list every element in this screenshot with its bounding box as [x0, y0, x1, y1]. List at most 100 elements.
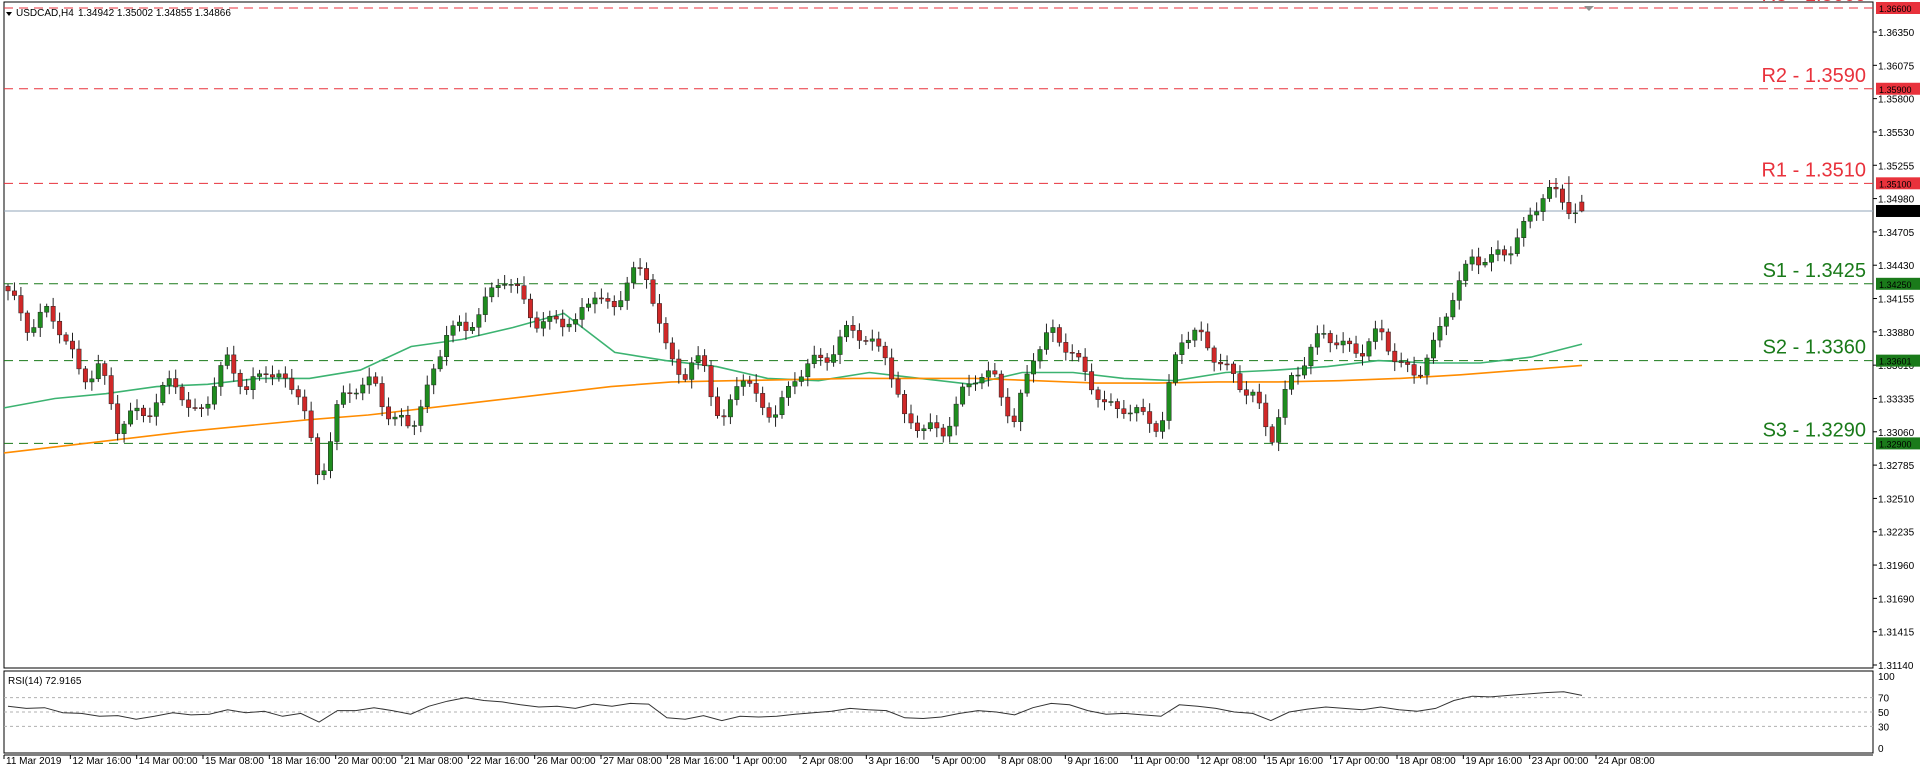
level-label-s2: S2 - 1.3360	[1763, 337, 1866, 359]
candle-bullish	[476, 314, 482, 328]
time-tick-label: 18 Mar 16:00	[271, 756, 330, 767]
candle-bullish	[953, 403, 959, 427]
level-price-tag-s1	[1876, 277, 1920, 290]
price-tick-label: 1.34155	[1878, 295, 1915, 306]
level-price-tag-r3	[1876, 2, 1920, 14]
level-price-tag-r2	[1876, 82, 1920, 95]
level-price-tag-text: 1.35900	[1879, 85, 1912, 95]
candle-bearish	[141, 407, 146, 417]
candle-bullish	[727, 399, 733, 418]
candle-bearish	[650, 279, 656, 304]
time-tick-label: 9 Apr 16:00	[1067, 756, 1119, 767]
level-price-tag-r1	[1876, 177, 1920, 190]
candle-bullish	[927, 422, 933, 429]
candle-bearish	[1398, 361, 1404, 363]
candle-bearish	[876, 338, 882, 347]
candle-bearish	[1198, 329, 1204, 333]
candle-bearish	[850, 325, 856, 331]
candle-bearish	[295, 389, 301, 398]
candle-bearish	[302, 396, 308, 412]
candle-bearish	[147, 415, 153, 418]
candle-bullish	[844, 325, 849, 338]
candle-bullish	[321, 470, 327, 476]
price-tick-label: 1.33335	[1878, 394, 1915, 405]
candle-bullish	[792, 381, 798, 387]
candle-bullish	[1031, 360, 1036, 375]
rsi-tick-label: 100	[1878, 672, 1895, 683]
time-tick-label: 20 Mar 00:00	[338, 756, 397, 767]
candle-bearish	[102, 363, 108, 376]
symbol-dropdown-icon[interactable]	[6, 12, 12, 16]
candle-bearish	[70, 340, 75, 350]
time-tick-label: 1 Apr 00:00	[736, 756, 788, 767]
price-tick-label: 1.32235	[1878, 528, 1915, 539]
candle-bullish	[424, 384, 430, 407]
candle-bearish	[669, 342, 675, 360]
level-label-s1: S1 - 1.3425	[1763, 260, 1866, 282]
candle-bullish	[1276, 417, 1282, 443]
level-price-tag-text: 1.32900	[1879, 439, 1912, 449]
candle-bearish	[1360, 353, 1365, 357]
candle-bullish	[837, 336, 843, 355]
level-price-tag-s2	[1876, 354, 1920, 367]
candle-bearish	[1256, 391, 1262, 404]
candle-bearish	[818, 354, 824, 358]
candle-bullish	[1134, 407, 1140, 414]
candle-bearish	[702, 355, 708, 366]
candle-bullish	[224, 354, 230, 366]
candle-bearish	[179, 386, 185, 401]
candle-bearish	[1353, 343, 1359, 354]
candle-bearish	[1056, 327, 1062, 343]
time-tick-label: 23 Apr 00:00	[1532, 756, 1589, 767]
candle-bullish	[566, 323, 572, 328]
rsi-tick-label: 0	[1878, 744, 1884, 755]
rsi-tick-label: 30	[1878, 722, 1890, 733]
candle-bearish	[1334, 342, 1340, 346]
candle-bearish	[1089, 371, 1095, 391]
candle-bullish	[1508, 253, 1514, 256]
candle-bullish	[573, 319, 579, 325]
candle-bearish	[57, 320, 63, 336]
candle-bearish	[998, 373, 1004, 398]
candle-bullish	[257, 373, 263, 377]
candle-bullish	[489, 287, 495, 298]
candle-bearish	[895, 378, 901, 395]
time-tick-label: 18 Apr 08:00	[1399, 756, 1456, 767]
candle-bearish	[1005, 396, 1011, 417]
level-price-tag-text: 1.34250	[1879, 280, 1912, 290]
price-tick-label: 1.34430	[1878, 261, 1915, 272]
candle-bearish	[1140, 407, 1146, 412]
candle-bullish	[89, 378, 95, 383]
candle-bearish	[521, 285, 527, 300]
candle-bearish	[231, 354, 237, 374]
time-tick-label: 11 Mar 2019	[6, 756, 62, 767]
candle-bullish	[1192, 329, 1198, 341]
time-tick-label: 3 Apr 16:00	[868, 756, 920, 767]
candle-bearish	[315, 437, 321, 476]
price-tick-label: 1.34980	[1878, 195, 1915, 206]
price-tick-label: 1.36075	[1878, 61, 1915, 72]
candle-bearish	[637, 267, 643, 269]
candle-bearish	[1553, 186, 1559, 190]
candle-bearish	[108, 375, 114, 405]
candle-bearish	[1243, 389, 1249, 396]
candle-bearish	[373, 376, 379, 384]
candle-bullish	[444, 335, 450, 357]
candle-bullish	[437, 356, 443, 370]
time-tick-label: 19 Apr 16:00	[1465, 756, 1522, 767]
moving-average-slow-line	[3, 364, 1583, 454]
candle-bullish	[773, 414, 778, 418]
price-tick-label: 1.32510	[1878, 494, 1915, 505]
candle-bearish	[50, 306, 56, 322]
price-tick-label: 1.33880	[1878, 328, 1915, 339]
candle-bullish	[973, 382, 978, 385]
current-price-tag	[1876, 204, 1920, 217]
level-price-tag-s3	[1876, 437, 1920, 450]
candle-bearish	[1095, 389, 1101, 400]
candle-bullish	[869, 338, 875, 342]
candle-bearish	[1501, 249, 1507, 256]
candle-bullish	[631, 267, 637, 284]
time-tick-label: 11 Apr 00:00	[1134, 756, 1190, 767]
candle-bearish	[611, 301, 617, 308]
